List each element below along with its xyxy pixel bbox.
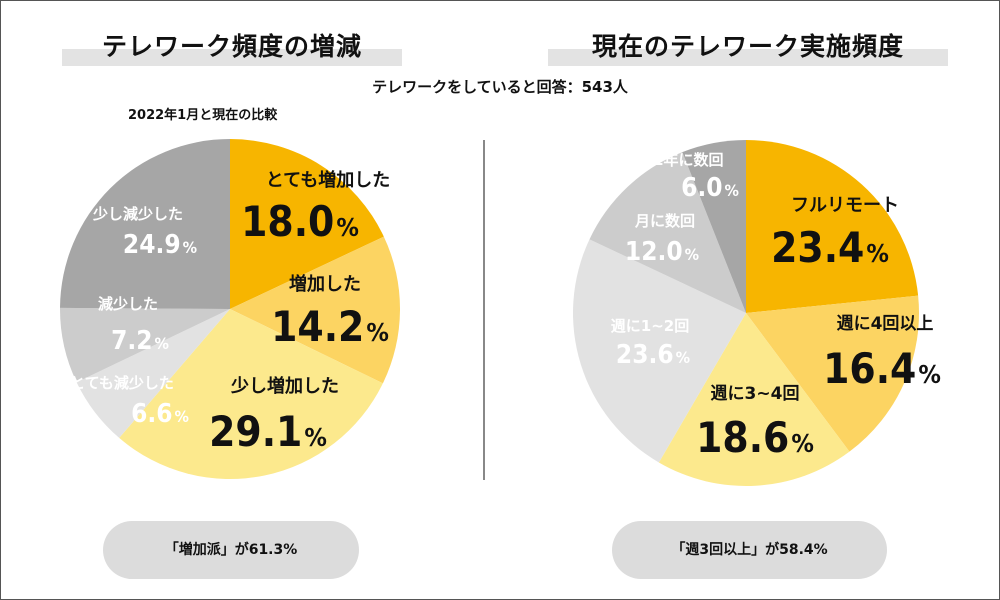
left-summary-pill: 「増加派」が61.3% (103, 521, 359, 579)
pie2-value-4: 23.6% (616, 340, 690, 370)
pie1-value-3: 29.1% (209, 407, 327, 456)
right-summary-pill: 「週3回以上」が58.4% (612, 521, 887, 579)
pie2-value-6: 6.0% (681, 173, 739, 203)
pie1-slice-2 (230, 236, 400, 384)
pie1-label-1: とても増加した (266, 169, 391, 191)
pie2-label-1: フルリモート (791, 195, 899, 216)
pie2-value-5: 12.0% (625, 237, 699, 267)
divider-line (483, 140, 485, 480)
right-chart-title: 現在のテレワーク実施頻度 (548, 28, 948, 66)
pie1-slice-3 (119, 309, 383, 480)
pie2-label-2: 週に4回以上 (837, 314, 934, 334)
pie2-label-4: 週に1~2回 (611, 317, 689, 335)
pie2-label-6: 半年~1年に数回 (610, 151, 723, 169)
pie1-slice-1 (230, 139, 384, 309)
pie1-value-5: 7.2% (111, 326, 169, 356)
pie2-slice-4 (573, 239, 746, 463)
pie1-value-4: 6.6% (131, 399, 189, 429)
pie2-value-1: 23.4% (771, 223, 889, 272)
pie1-slice-4 (76, 309, 230, 438)
pie2-slice-3 (658, 313, 850, 486)
pie2-label-3: 週に3~4回 (711, 384, 800, 404)
pie2-label-5: 月に数回 (634, 212, 695, 230)
pie2-slice-2 (746, 295, 919, 452)
left-chart-title: テレワーク頻度の増減 (62, 28, 402, 66)
pie1-label-5: 減少した (98, 295, 158, 313)
pie2-value-3: 18.6% (696, 413, 814, 462)
pie2-slice-5 (589, 152, 746, 313)
pie1-slice-5 (60, 307, 230, 383)
pie2-slice-6 (682, 140, 746, 313)
pie2-value-2: 16.4% (823, 344, 941, 393)
respondent-count: テレワークをしていると回答：543人 (372, 78, 628, 96)
pie1-label-4: とても減少した (70, 374, 174, 392)
comparison-note: 2022年1月と現在の比較 (128, 108, 278, 123)
pie1-label-3: 少し増加した (230, 375, 339, 397)
pie1-value-6: 24.9% (123, 230, 197, 260)
pie1-label-2: 増加した (289, 273, 361, 295)
pie1-label-6: 少し減少した (92, 205, 183, 223)
pie1-value-1: 18.0% (241, 197, 359, 246)
pie1-slice-6 (60, 139, 230, 309)
pie2-slice-1 (746, 140, 919, 313)
pie1-value-2: 14.2% (271, 302, 389, 351)
